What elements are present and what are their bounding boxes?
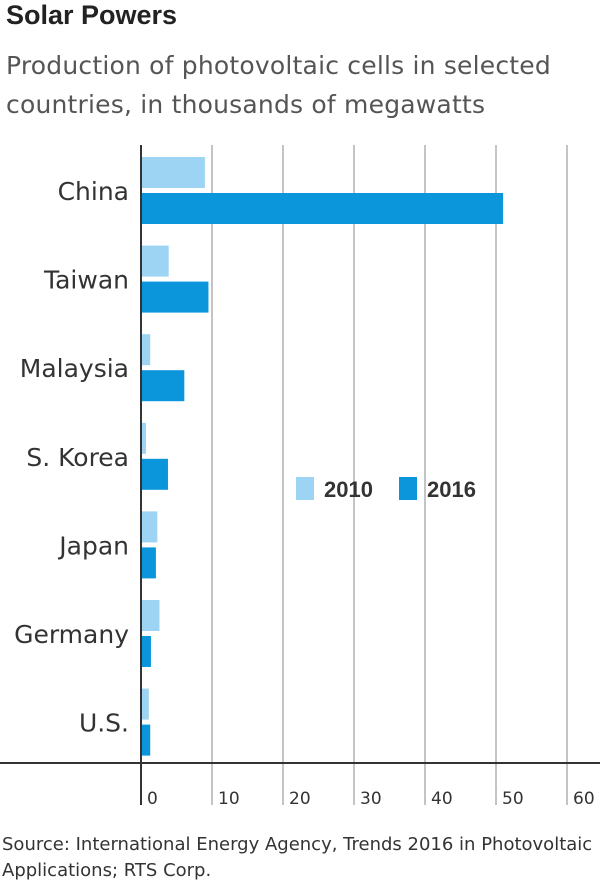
bar-2010 — [141, 334, 151, 366]
tick-label: 50 — [502, 789, 524, 809]
legend-swatch-2016 — [399, 477, 417, 500]
bar-2010 — [141, 688, 149, 720]
category-label: S. Korea — [26, 443, 129, 472]
bar-2010 — [141, 157, 205, 188]
tick-label: 20 — [289, 789, 311, 809]
bar-2016 — [141, 458, 168, 490]
bar-2016 — [141, 636, 151, 667]
category-label: Japan — [57, 531, 129, 560]
gridlines — [140, 145, 568, 805]
bar-chart: China Taiwan Malaysia S. Korea Japan Germany U… — [0, 145, 600, 809]
legend-label-2016: 2016 — [427, 477, 476, 502]
bars — [141, 157, 504, 756]
tick-label: 0 — [147, 789, 158, 809]
category-label: Malaysia — [20, 354, 129, 383]
bar-2016 — [141, 547, 156, 579]
source-note: Source: International Energy Agency, Tre… — [2, 834, 593, 881]
bar-2010 — [141, 422, 146, 454]
tick-label: 30 — [360, 789, 382, 809]
bar-2016 — [141, 724, 151, 756]
legend-label-2010: 2010 — [324, 477, 373, 502]
category-label: Taiwan — [43, 266, 129, 295]
legend-swatch-2010 — [296, 477, 314, 500]
tick-label: 60 — [573, 789, 595, 809]
axes — [0, 145, 600, 805]
tick-label: 40 — [431, 789, 453, 809]
chart-title: Solar Powers — [6, 0, 178, 30]
legend: 2010 2016 — [296, 477, 476, 502]
bar-2010 — [141, 511, 158, 543]
bar-2010 — [141, 600, 160, 631]
bar-2016 — [141, 370, 185, 402]
bar-2010 — [141, 245, 169, 277]
chart-subtitle: Production of photovoltaic cells in sele… — [6, 51, 551, 119]
bar-2016 — [141, 281, 209, 313]
tick-labels: 0 10 20 30 40 50 60 — [147, 789, 595, 809]
category-label: Germany — [14, 620, 129, 649]
bar-2016 — [141, 193, 504, 224]
category-labels: China Taiwan Malaysia S. Korea Japan Germany U… — [14, 177, 129, 738]
category-label: China — [58, 177, 129, 206]
tick-label: 10 — [218, 789, 240, 809]
category-label: U.S. — [79, 709, 129, 738]
